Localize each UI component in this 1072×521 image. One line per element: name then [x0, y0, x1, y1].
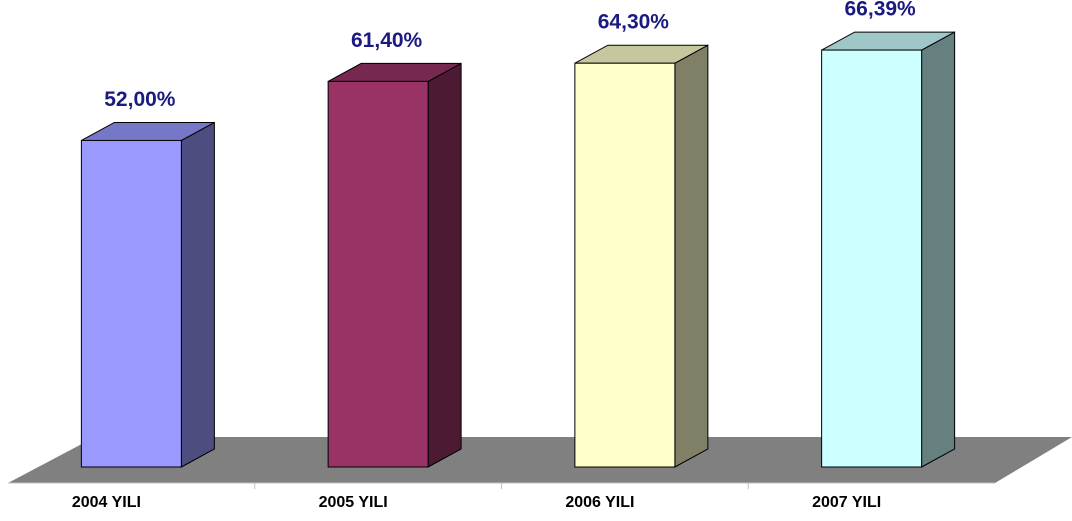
- value-label: 52,00%: [104, 88, 176, 111]
- value-label: 64,30%: [598, 11, 670, 34]
- x-tick-label: 2006 YILI: [565, 494, 634, 511]
- bar: [821, 49, 923, 468]
- x-tick-label: 2007 YILI: [812, 494, 881, 511]
- x-tick-label: 2004 YILI: [72, 494, 141, 511]
- value-label: 66,39%: [845, 0, 917, 21]
- floor: [8, 437, 1072, 483]
- bar-side: [921, 31, 956, 468]
- bar: [574, 62, 676, 468]
- bar: [80, 139, 182, 468]
- bar: [327, 80, 429, 468]
- value-label: 61,40%: [351, 29, 423, 52]
- bar-side: [674, 44, 709, 468]
- bar-side: [427, 62, 462, 468]
- x-tick-label: 2005 YILI: [319, 494, 388, 511]
- bar-side: [180, 121, 215, 468]
